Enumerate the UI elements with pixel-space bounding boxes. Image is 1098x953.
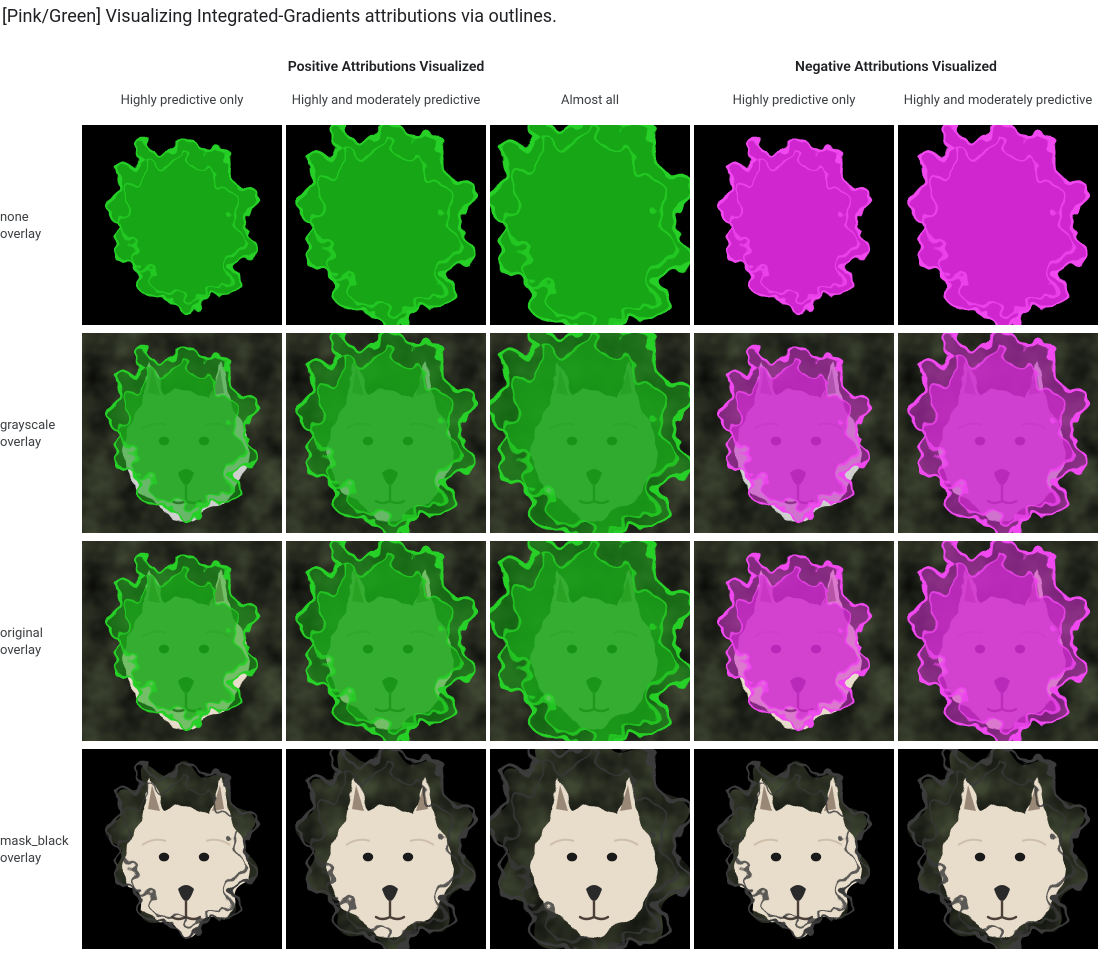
row-label-grayscale: grayscale overlay [0,333,78,537]
corner-blank-2 [0,81,78,121]
cell-none-neg_high [694,125,894,325]
column-header-neg_high: Highly predictive only [694,81,894,121]
cell-original-neg_high [694,541,894,741]
cell-original-pos_high [82,541,282,741]
row-label-mask_black: mask_black overlay [0,749,78,953]
cell-mask_black-neg_high [694,749,894,949]
cell-grayscale-neg_mod [898,333,1098,533]
figure-grid: Positive Attributions VisualizedNegative… [0,55,1098,953]
column-header-pos_mod: Highly and moderately predictive [286,81,486,121]
cell-none-pos_all [490,125,690,325]
column-header-neg_mod: Highly and moderately predictive [898,81,1098,121]
cell-original-pos_all [490,541,690,741]
column-header-pos_high: Highly predictive only [82,81,282,121]
cell-original-pos_mod [286,541,486,741]
cell-mask_black-pos_all [490,749,690,949]
cell-none-pos_high [82,125,282,325]
cell-grayscale-pos_all [490,333,690,533]
cell-grayscale-pos_mod [286,333,486,533]
cell-none-neg_mod [898,125,1098,325]
cell-grayscale-neg_high [694,333,894,533]
group-header-negative: Negative Attributions Visualized [694,55,1098,77]
column-header-pos_all: Almost all [490,81,690,121]
group-header-positive: Positive Attributions Visualized [82,55,690,77]
cell-mask_black-pos_high [82,749,282,949]
cell-grayscale-pos_high [82,333,282,533]
cell-original-neg_mod [898,541,1098,741]
cell-mask_black-pos_mod [286,749,486,949]
corner-blank [0,55,78,77]
row-label-original: original overlay [0,541,78,745]
cell-mask_black-neg_mod [898,749,1098,949]
row-label-none: none overlay [0,125,78,329]
figure-title: [Pink/Green] Visualizing Integrated-Grad… [0,6,1098,27]
cell-none-pos_mod [286,125,486,325]
